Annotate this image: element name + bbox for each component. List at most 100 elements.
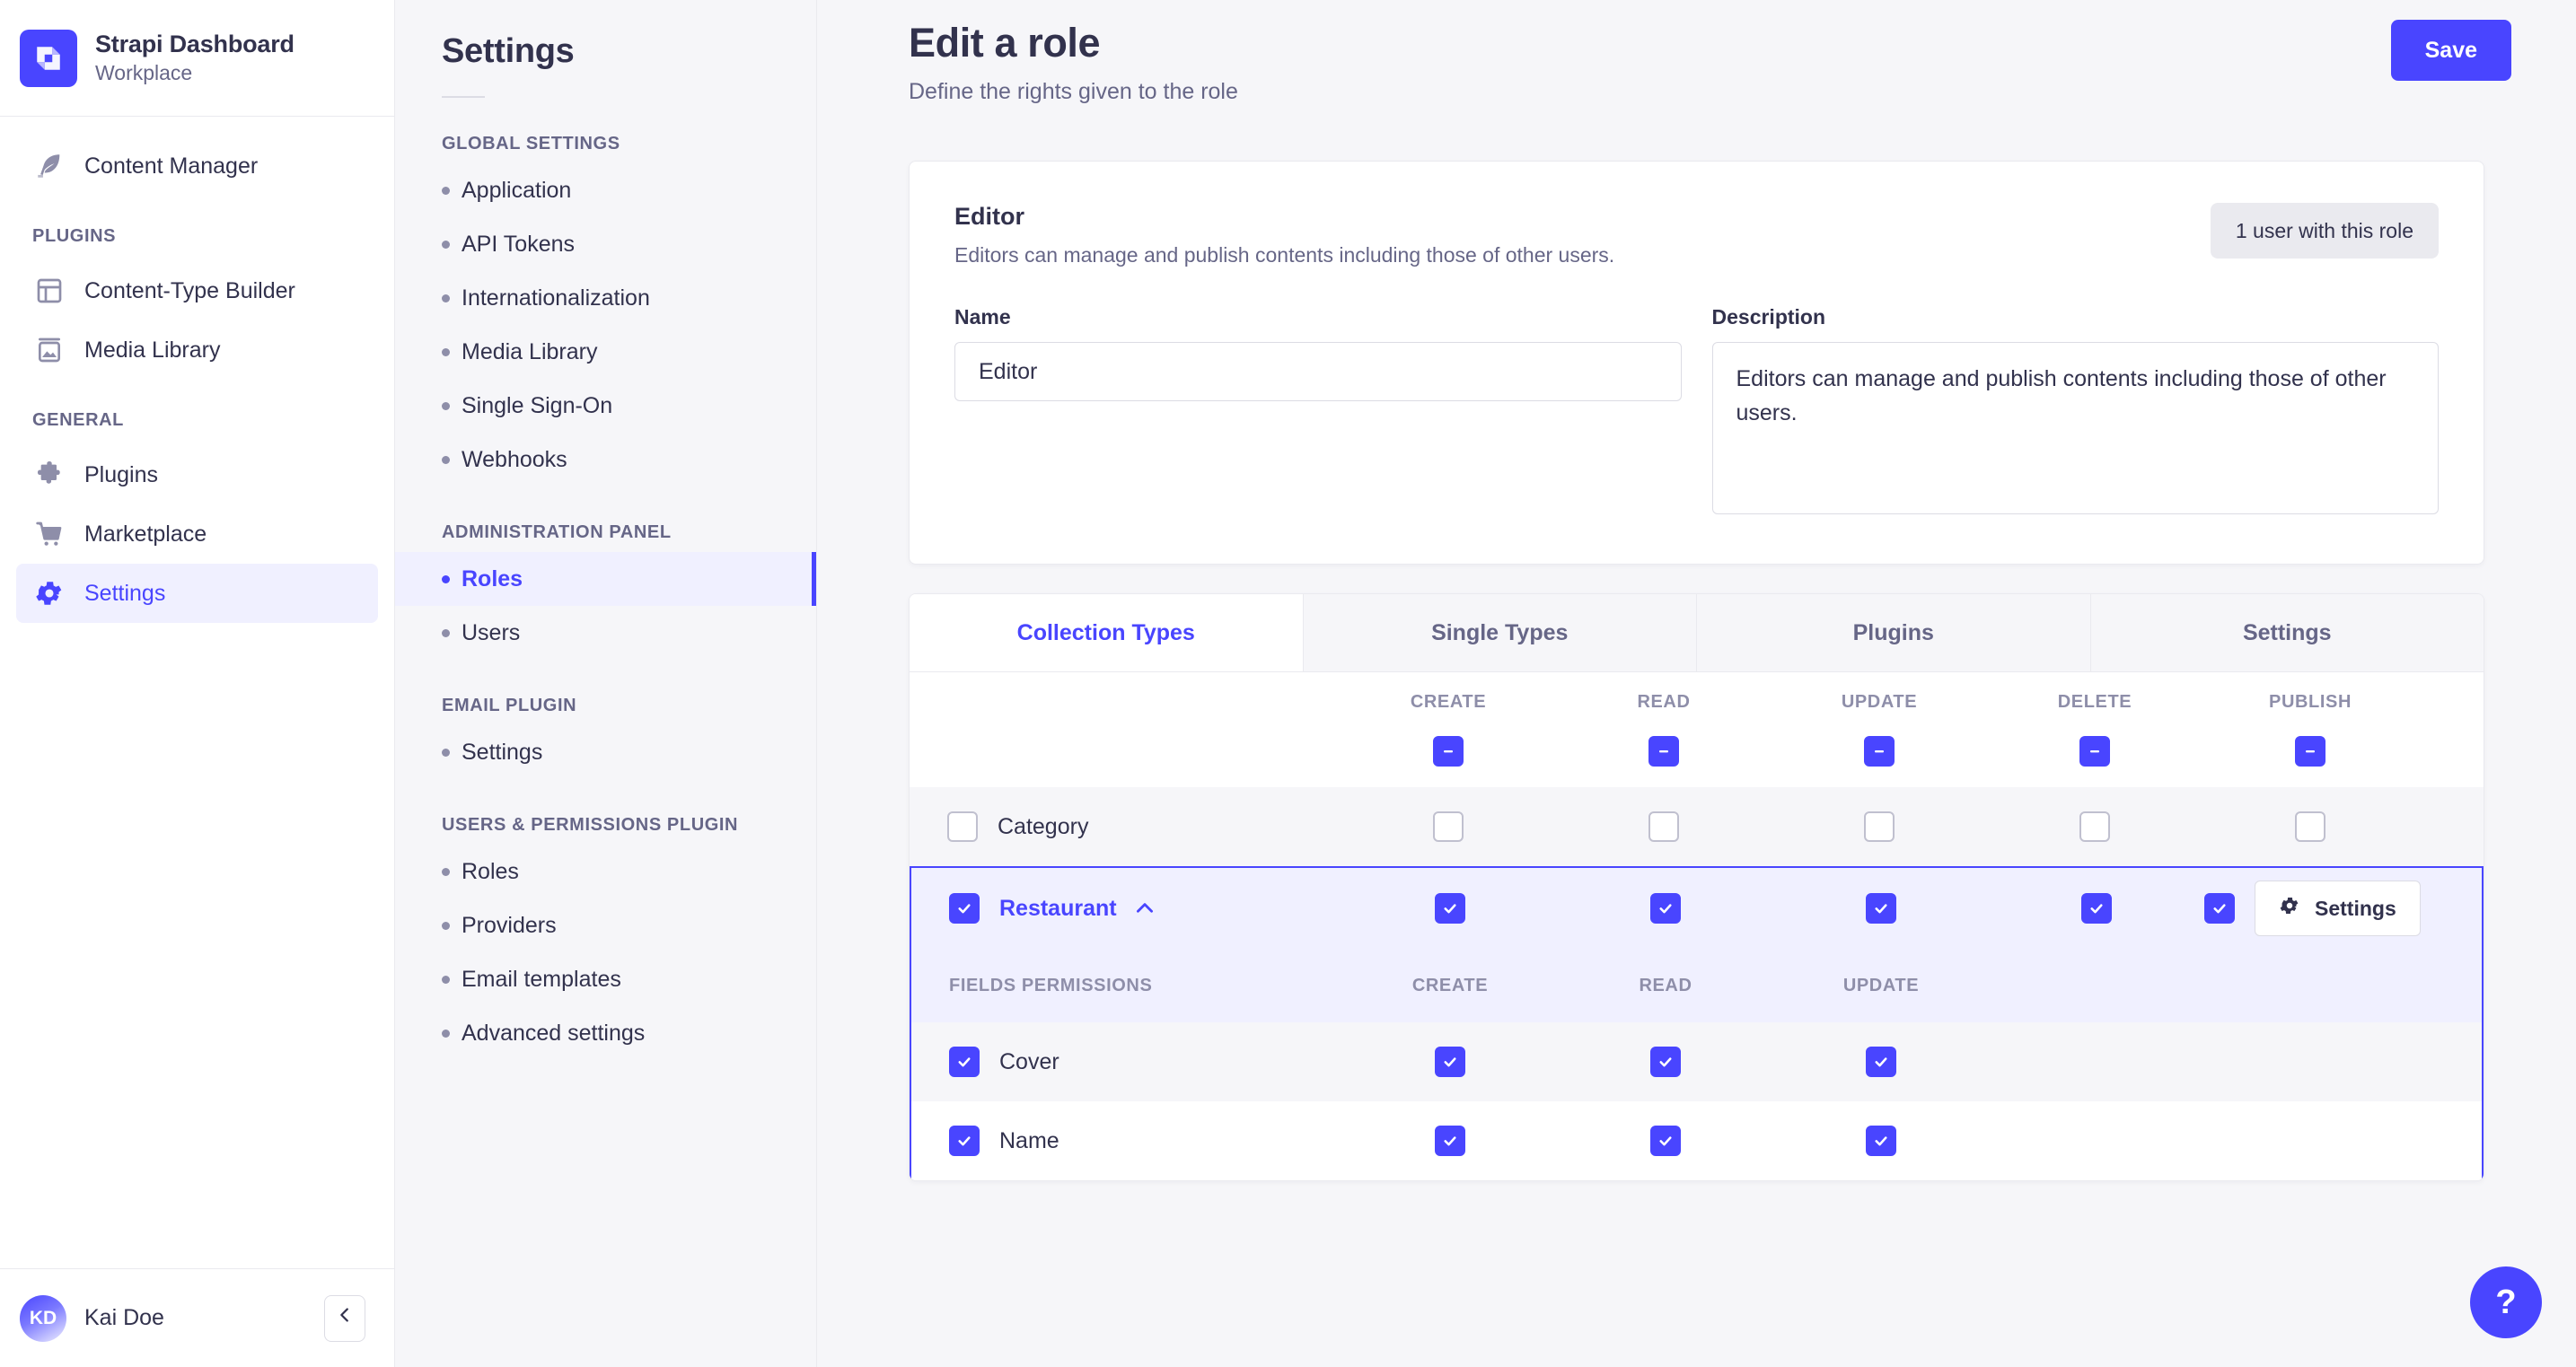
feather-icon: [32, 149, 66, 183]
checkbox-restaurant-publish[interactable]: [2204, 893, 2235, 924]
column-create: CREATE: [1341, 692, 1556, 767]
cart-icon: [32, 517, 66, 551]
save-button[interactable]: Save: [2390, 20, 2511, 81]
sidebar-item-marketplace[interactable]: Marketplace: [16, 504, 378, 564]
checkbox-name-read[interactable]: [1650, 1126, 1681, 1156]
chevron-up-icon[interactable]: [1133, 897, 1156, 920]
table-row[interactable]: Restaurant: [911, 866, 2482, 949]
sidebar-item-label: Settings: [84, 580, 166, 606]
tab-settings[interactable]: Settings: [2090, 594, 2484, 671]
subnav-item-admin-roles[interactable]: Roles: [395, 552, 816, 606]
subnav-item-single-sign-on[interactable]: Single Sign-On: [395, 379, 816, 433]
subnav-item-label: Users: [462, 619, 521, 645]
row-checkbox-category[interactable]: [947, 811, 978, 842]
sidebar-item-content-type-builder[interactable]: Content-Type Builder: [16, 261, 378, 320]
column-update: UPDATE: [1772, 692, 1987, 767]
page-header: Edit a role Define the rights given to t…: [817, 0, 2576, 105]
bulk-checkbox-delete[interactable]: [2079, 736, 2110, 767]
description-textarea[interactable]: [1711, 342, 2439, 514]
role-name-heading: Editor: [954, 203, 1024, 230]
tab-single-types[interactable]: Single Types: [1303, 594, 1697, 671]
checkbox-category-delete[interactable]: [2079, 811, 2110, 842]
bullet-icon: [442, 347, 450, 356]
checkbox-restaurant-update[interactable]: [1866, 893, 1896, 924]
checkbox-restaurant-create[interactable]: [1435, 893, 1465, 924]
subnav-item-up-advanced-settings[interactable]: Advanced settings: [395, 1006, 816, 1060]
main-sidebar: Strapi Dashboard Workplace Content Manag…: [0, 0, 395, 1367]
row-checkbox-restaurant[interactable]: [949, 893, 980, 924]
field-checkbox-cover[interactable]: [949, 1047, 980, 1077]
column-label-delete: DELETE: [2057, 692, 2132, 712]
subnav-item-webhooks[interactable]: Webhooks: [395, 433, 816, 486]
sidebar-item-content-manager[interactable]: Content Manager: [16, 136, 378, 196]
sidebar-item-plugins[interactable]: Plugins: [16, 445, 378, 504]
strapi-logo-icon: [20, 29, 77, 87]
puzzle-icon: [32, 458, 66, 492]
list-item[interactable]: Cover: [911, 1022, 2482, 1101]
subnav-item-label: Internationalization: [462, 285, 650, 311]
permissions-tabs: Collection Types Single Types Plugins Se…: [910, 594, 2484, 672]
checkbox-name-create[interactable]: [1435, 1126, 1465, 1156]
checkbox-category-update[interactable]: [1864, 811, 1895, 842]
sidebar-item-label: Plugins: [84, 461, 158, 487]
name-input[interactable]: [954, 342, 1682, 401]
subnav-item-media-library[interactable]: Media Library: [395, 325, 816, 379]
subnav-item-up-roles[interactable]: Roles: [395, 845, 816, 898]
subnav-item-internationalization[interactable]: Internationalization: [395, 271, 816, 325]
subnav-divider: [442, 96, 485, 98]
help-button[interactable]: ?: [2470, 1266, 2542, 1338]
checkbox-cover-create[interactable]: [1435, 1047, 1465, 1077]
restaurant-settings-button[interactable]: Settings: [2255, 881, 2421, 936]
table-row[interactable]: Category: [910, 787, 2484, 866]
tab-plugins[interactable]: Plugins: [1697, 594, 2091, 671]
bullet-icon: [442, 748, 450, 757]
column-read: READ: [1556, 692, 1772, 767]
checkbox-category-read[interactable]: [1648, 811, 1679, 842]
subnav-group-users-permissions-plugin: USERS & PERMISSIONS PLUGIN: [442, 815, 739, 835]
cell-category-create: [1341, 811, 1556, 842]
subnav-item-up-providers[interactable]: Providers: [395, 898, 816, 952]
collapse-sidebar-button[interactable]: [324, 1294, 365, 1342]
avatar: KD: [20, 1294, 66, 1342]
subnav-item-admin-users[interactable]: Users: [395, 606, 816, 660]
checkbox-category-create[interactable]: [1433, 811, 1464, 842]
sidebar-nav: Content Manager PLUGINS Content-Type Bui…: [0, 117, 394, 1268]
user-bar[interactable]: KD Kai Doe: [0, 1268, 394, 1367]
bulk-checkbox-create[interactable]: [1433, 736, 1464, 767]
checkbox-restaurant-delete[interactable]: [2081, 893, 2112, 924]
bullet-icon: [442, 294, 450, 302]
row-label: Restaurant: [999, 895, 1117, 921]
sidebar-item-media-library[interactable]: Media Library: [16, 320, 378, 380]
tab-collection-types[interactable]: Collection Types: [910, 594, 1304, 671]
checkbox-name-update[interactable]: [1866, 1126, 1896, 1156]
checkbox-category-publish[interactable]: [2295, 811, 2325, 842]
chevron-left-icon: [335, 1305, 355, 1331]
list-item[interactable]: Name: [911, 1101, 2482, 1180]
subnav-item-label: Email templates: [462, 966, 621, 992]
bulk-checkbox-read[interactable]: [1648, 736, 1679, 767]
subnav-group-administration-panel: ADMINISTRATION PANEL: [442, 522, 672, 542]
settings-button-label: Settings: [2315, 896, 2396, 920]
bullet-icon: [442, 867, 450, 876]
fields-permissions-label: FIELDS PERMISSIONS: [949, 975, 1153, 995]
checkbox-cover-read[interactable]: [1650, 1047, 1681, 1077]
checkbox-cover-update[interactable]: [1866, 1047, 1896, 1077]
page-subtitle: Define the rights given to the role: [909, 79, 1238, 104]
bulk-checkbox-publish[interactable]: [2295, 736, 2325, 767]
subnav-item-application[interactable]: Application: [395, 163, 816, 217]
row-label: Category: [998, 813, 1089, 839]
brand-header[interactable]: Strapi Dashboard Workplace: [0, 0, 394, 117]
subnav-item-email-settings[interactable]: Settings: [395, 725, 816, 779]
subnav-item-label: Single Sign-On: [462, 392, 613, 418]
sidebar-item-label: Marketplace: [84, 521, 207, 547]
field-lead-name: Name: [911, 1126, 1342, 1156]
checkbox-restaurant-read[interactable]: [1650, 893, 1681, 924]
field-checkbox-name[interactable]: [949, 1126, 980, 1156]
sidebar-item-label: Content-Type Builder: [84, 277, 295, 303]
sidebar-item-label: Content Manager: [84, 153, 259, 179]
sidebar-item-settings[interactable]: Settings: [16, 564, 378, 623]
bulk-checkbox-update[interactable]: [1864, 736, 1895, 767]
subnav-item-api-tokens[interactable]: API Tokens: [395, 217, 816, 271]
subnav-item-up-email-templates[interactable]: Email templates: [395, 952, 816, 1006]
